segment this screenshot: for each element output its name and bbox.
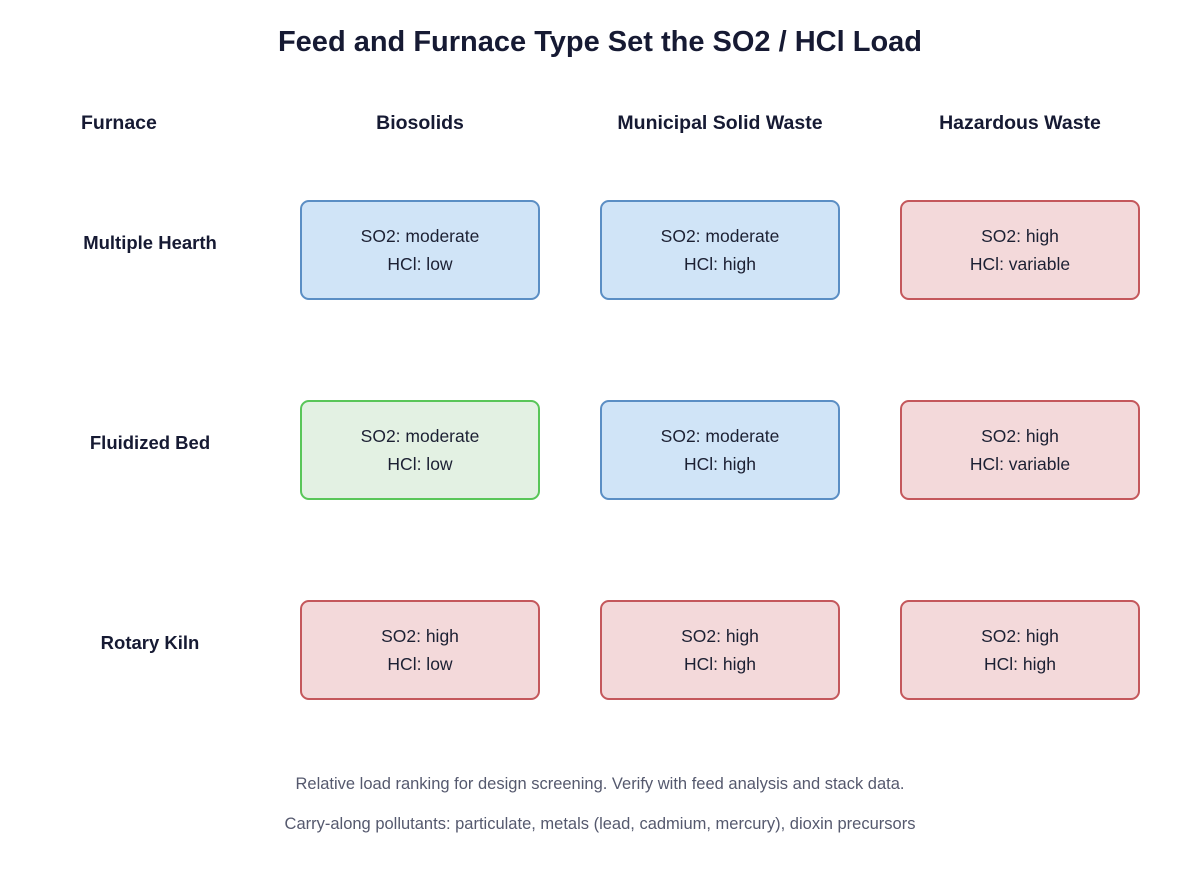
so2-level: SO2: moderate [660, 226, 780, 246]
row-label-rotary-kiln: Rotary Kiln [100, 632, 200, 653]
cell-fluidized-bed-hazardous: SO2: high HCl: variable [900, 400, 1140, 500]
cell-rotary-kiln-biosolids: SO2: high HCl: low [300, 600, 540, 700]
column-header-biosolids: Biosolids [376, 112, 464, 134]
column-header-hazardous-waste: Hazardous Waste [939, 112, 1101, 134]
hcl-level: HCl: low [387, 454, 453, 474]
diagram-title: Feed and Furnace Type Set the SO2 / HCl … [277, 26, 923, 58]
hcl-level: HCl: low [387, 254, 453, 274]
cell-multiple-hearth-biosolids: SO2: moderate HCl: low [300, 200, 540, 300]
hcl-level: HCl: variable [969, 254, 1071, 274]
so2-level: SO2: high [981, 226, 1059, 246]
furnace-column-header: Furnace [81, 112, 157, 134]
hcl-level: HCl: high [684, 254, 756, 274]
so2-level: SO2: moderate [360, 426, 480, 446]
so2-level: SO2: high [381, 626, 459, 646]
hcl-level: HCl: variable [969, 454, 1071, 474]
hcl-level: HCl: high [684, 654, 756, 674]
so2-level: SO2: high [681, 626, 759, 646]
cell-fluidized-bed-biosolids: SO2: moderate HCl: low [300, 400, 540, 500]
cell-fluidized-bed-msw: SO2: moderate HCl: high [600, 400, 840, 500]
so2-level: SO2: high [981, 426, 1059, 446]
hcl-level: HCl: high [684, 454, 756, 474]
hcl-level: HCl: high [984, 654, 1056, 674]
footnote-carry-along-pollutants: Carry-along pollutants: particulate, met… [284, 815, 916, 833]
row-label-multiple-hearth: Multiple Hearth [83, 232, 217, 253]
hcl-level: HCl: low [387, 654, 453, 674]
so2-level: SO2: moderate [660, 426, 780, 446]
cell-rotary-kiln-hazardous: SO2: high HCl: high [900, 600, 1140, 700]
so2-level: SO2: high [981, 626, 1059, 646]
footnote-screening: Relative load ranking for design screeni… [295, 775, 905, 793]
cell-multiple-hearth-msw: SO2: moderate HCl: high [600, 200, 840, 300]
column-header-municipal-solid-waste: Municipal Solid Waste [617, 112, 823, 134]
cell-rotary-kiln-msw: SO2: high HCl: high [600, 600, 840, 700]
row-label-fluidized-bed: Fluidized Bed [89, 432, 211, 453]
cell-multiple-hearth-hazardous: SO2: high HCl: variable [900, 200, 1140, 300]
so2-level: SO2: moderate [360, 226, 480, 246]
